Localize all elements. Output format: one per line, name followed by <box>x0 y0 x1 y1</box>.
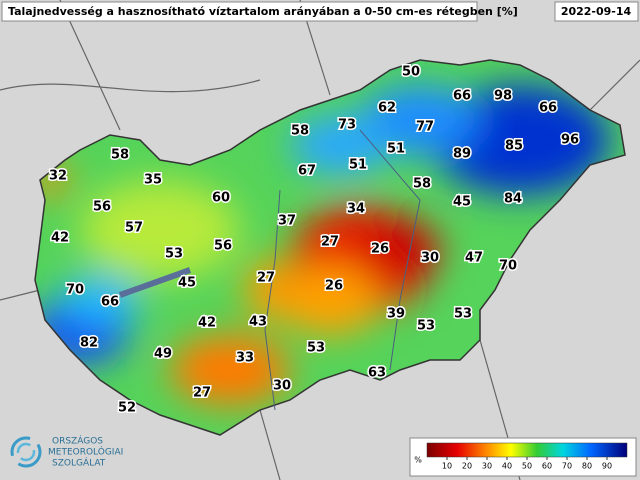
station-value: 96 <box>561 133 579 148</box>
date: 2022-09-14 <box>561 5 632 18</box>
legend-tick-label: 50 <box>522 462 532 471</box>
station-value: 70 <box>499 259 517 274</box>
station-value: 67 <box>298 164 316 179</box>
station-value: 53 <box>307 341 325 356</box>
station-value: 51 <box>387 142 405 157</box>
legend-unit: % <box>414 456 422 465</box>
legend-tick-label: 70 <box>562 462 572 471</box>
legend-tick-label: 40 <box>502 462 512 471</box>
legend-tick-label: 80 <box>582 462 592 471</box>
legend-tick-label: 60 <box>542 462 552 471</box>
station-value: 77 <box>416 120 434 135</box>
logo: ORSZÁGOS METEOROLÓGIAI SZOLGÁLAT <box>10 435 123 469</box>
station-value: 50 <box>402 65 420 80</box>
legend-tick-label: 10 <box>442 462 452 471</box>
station-value: 47 <box>465 251 483 266</box>
colorbar <box>426 442 628 458</box>
station-value: 42 <box>198 316 216 331</box>
date-box <box>554 1 639 22</box>
station-value: 39 <box>387 307 405 322</box>
station-value: 82 <box>80 336 98 351</box>
station-value: 73 <box>338 118 356 133</box>
station-value: 62 <box>378 101 396 116</box>
station-value: 57 <box>125 221 143 236</box>
title-box <box>1 1 478 22</box>
station-value: 85 <box>505 139 523 154</box>
station-value: 70 <box>66 283 84 298</box>
station-value: 66 <box>453 89 471 104</box>
station-value: 52 <box>118 401 136 416</box>
station-value: 45 <box>178 276 196 291</box>
station-value: 56 <box>214 239 232 254</box>
station-value: 56 <box>93 200 111 215</box>
station-value: 58 <box>413 177 431 192</box>
station-value: 27 <box>257 271 275 286</box>
station-value: 32 <box>49 169 67 184</box>
station-value: 66 <box>101 295 119 310</box>
station-value: 27 <box>321 235 339 250</box>
station-value: 33 <box>236 351 254 366</box>
stations: 50 62 66 98 66 58 73 77 51 51 89 85 96 58 32 35 67 60 58 45… <box>47 63 580 417</box>
rivers <box>264 129 421 411</box>
title: Talajnedvesség a hasznosítható víztartal… <box>8 5 518 18</box>
station-value: 34 <box>347 202 365 217</box>
station-value: 84 <box>504 192 522 207</box>
legend-tick-label: 30 <box>482 462 492 471</box>
station-value: 60 <box>212 191 230 206</box>
station-value: 53 <box>165 247 183 262</box>
station-value: 63 <box>368 366 386 381</box>
station-value: 30 <box>421 251 439 266</box>
station-value: 27 <box>193 386 211 401</box>
station-value: 58 <box>111 148 129 163</box>
station-value: 26 <box>371 242 389 257</box>
legend-ticks: 10 20 30 40 50 60 70 80 90 <box>442 457 612 471</box>
lake-balaton <box>118 267 192 298</box>
station-value: 51 <box>349 158 367 173</box>
logo-line: ORSZÁGOS <box>52 435 103 447</box>
station-value: 43 <box>249 315 267 330</box>
station-value: 26 <box>325 279 343 294</box>
logo-line: METEOROLÓGIAI <box>48 446 123 458</box>
legend-tick-label: 20 <box>462 462 472 471</box>
legend-tick-label: 90 <box>602 462 612 471</box>
station-value: 37 <box>278 214 296 229</box>
station-value: 53 <box>417 319 435 334</box>
station-value: 35 <box>144 173 162 188</box>
station-value: 45 <box>453 195 471 210</box>
station-value: 49 <box>154 347 172 362</box>
logo-line: SZOLGÁLAT <box>52 457 106 469</box>
station-value: 58 <box>291 124 309 139</box>
station-value: 98 <box>494 89 512 104</box>
station-value: 42 <box>51 231 69 246</box>
station-value: 89 <box>453 147 471 162</box>
station-value: 66 <box>539 101 557 116</box>
station-value: 53 <box>454 307 472 322</box>
station-value: 30 <box>273 379 291 394</box>
